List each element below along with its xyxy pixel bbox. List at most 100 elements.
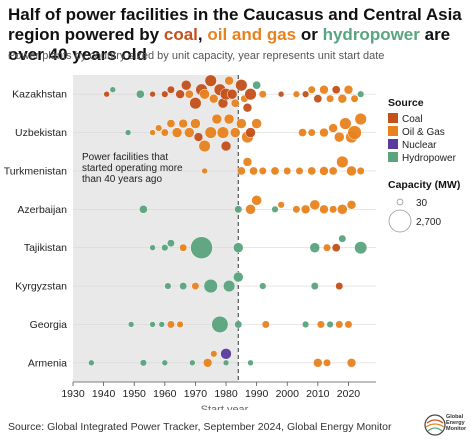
title-part-4: or [296,25,323,44]
legend-capacity-title: Capacity (MW) [388,179,460,191]
data-point [226,88,238,100]
legend-source-title: Source [388,97,424,109]
data-point [335,320,344,329]
x-tick-label: 2000 [276,388,300,400]
legend-capacity-label: 30 [416,198,428,209]
data-point [198,139,211,153]
legend-source-label: Nuclear [402,140,437,151]
data-point [161,244,169,252]
data-point [307,128,316,137]
x-tick-label: 2010 [306,388,330,400]
title-part-3: oil and gas [207,25,297,44]
country-label: Tajikistan [24,242,67,254]
data-point [252,80,262,90]
data-point [319,84,329,95]
x-tick-label: 1940 [92,388,116,400]
data-point [302,90,310,98]
data-point [166,119,176,128]
x-tick-label: 1980 [214,388,238,400]
data-point [164,282,172,290]
data-point [258,90,267,99]
data-point [230,98,240,108]
data-point [229,127,241,138]
data-point [199,88,210,100]
data-point [310,282,319,291]
data-point [203,278,218,294]
shaded-region [73,75,239,382]
data-point [184,89,194,99]
chart-title: Half of power facilities in the Caucasus… [8,5,470,65]
data-point [193,132,204,142]
legend-source-label: Oil & Gas [402,127,445,138]
data-point [189,97,202,110]
x-tick-label: 1930 [61,388,85,400]
country-label: Kyrgyzstan [15,281,67,293]
data-point [160,128,169,137]
data-point [336,155,349,169]
data-point [171,127,183,138]
gem-logo-text: Global Energy Monitor [446,414,467,432]
legend-source-label: Hydropower [402,153,457,164]
gem-logo-icon [424,414,446,436]
data-point [166,320,175,329]
data-point [242,102,253,113]
data-point [158,321,165,328]
data-point [307,166,317,176]
data-point [295,166,304,175]
data-point [326,320,334,329]
data-point [328,123,338,133]
data-point [356,166,365,175]
data-point [175,89,185,99]
data-point [155,124,163,132]
data-point [247,359,254,367]
data-point [344,320,353,329]
country-label: Kazakhstan [12,89,67,101]
data-point [204,74,217,87]
x-tick-label: 1950 [123,388,147,400]
data-point [109,86,116,93]
x-tick-label: 1960 [153,388,177,400]
data-point [210,350,218,358]
country-label: Georgia [30,319,68,331]
data-point [234,320,243,329]
data-point [204,126,217,139]
country-label: Turkmenistan [4,165,67,177]
data-point [319,204,329,215]
data-point [189,359,196,367]
legend-swatch [388,113,398,123]
x-axis-label: Start year [201,404,249,410]
data-point [245,204,256,215]
title-part-1: coal [163,25,198,44]
data-point [251,195,262,206]
data-point [319,127,329,138]
title-part-5: hydropower [322,25,420,44]
data-point [190,236,213,259]
data-point [292,90,301,98]
data-point [242,157,253,167]
data-point [298,128,307,137]
x-tick-label: 2020 [337,388,361,400]
data-point [149,244,156,251]
data-point [354,112,367,126]
data-point [191,282,200,291]
data-point [103,90,110,98]
data-point [357,90,365,98]
data-point [201,167,208,175]
data-point [178,118,188,129]
data-point [334,131,345,143]
data-point [343,84,354,95]
title-part-6: are over 40 years old [8,25,451,64]
data-point [313,94,323,104]
data-point [184,127,195,138]
data-point [220,348,232,360]
legend-capacity-label: 2,700 [416,217,441,228]
legend-swatch [388,152,398,162]
data-point [179,282,188,291]
data-point [222,359,230,367]
country-label: Azerbaijan [17,204,67,216]
data-point [234,205,243,214]
legend-swatch [388,139,398,149]
data-point [211,113,223,125]
data-point [337,93,348,104]
data-point [335,282,344,291]
